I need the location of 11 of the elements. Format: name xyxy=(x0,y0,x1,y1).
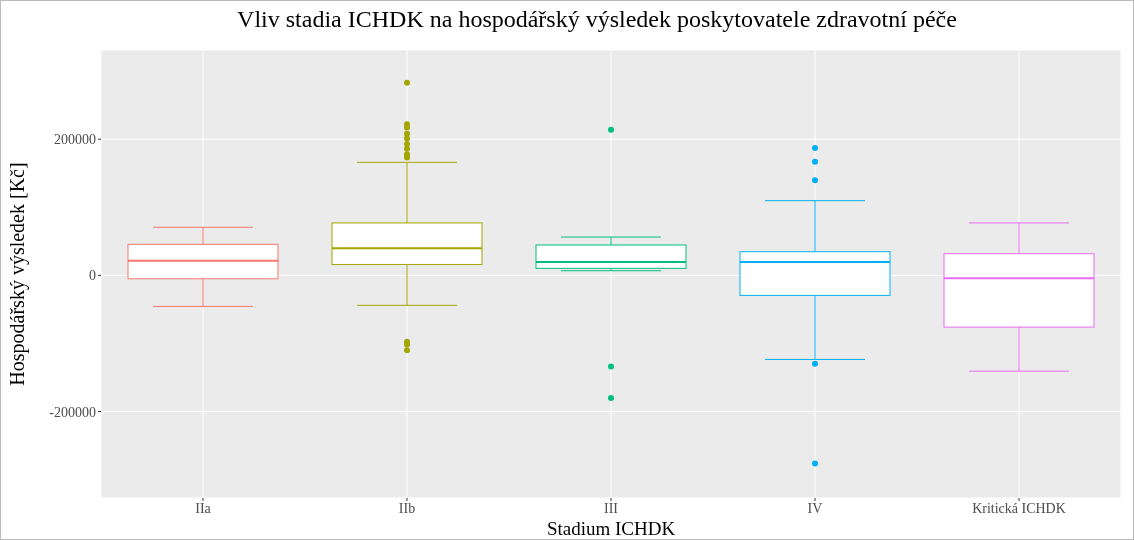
y-tick-label: -200000 xyxy=(49,404,96,420)
chart-title: Vliv stadia ICHDK na hospodářský výsledek poskytovatele zdravotní péče xyxy=(236,5,958,34)
x-tick-label: IV xyxy=(807,500,823,516)
x-tick-label: Kritická ICHDK xyxy=(972,500,1066,516)
x-tick-label: IIb xyxy=(398,500,416,516)
y-tick-label: 200000 xyxy=(54,132,96,148)
y-tick-label: 0 xyxy=(89,268,96,284)
x-tick-label: III xyxy=(604,500,619,516)
x-axis-title: Stadium ICHDK xyxy=(546,518,676,539)
y-axis-title: Hospodářský výsledek [Kč] xyxy=(6,162,30,386)
x-tick-label: IIa xyxy=(195,500,212,516)
